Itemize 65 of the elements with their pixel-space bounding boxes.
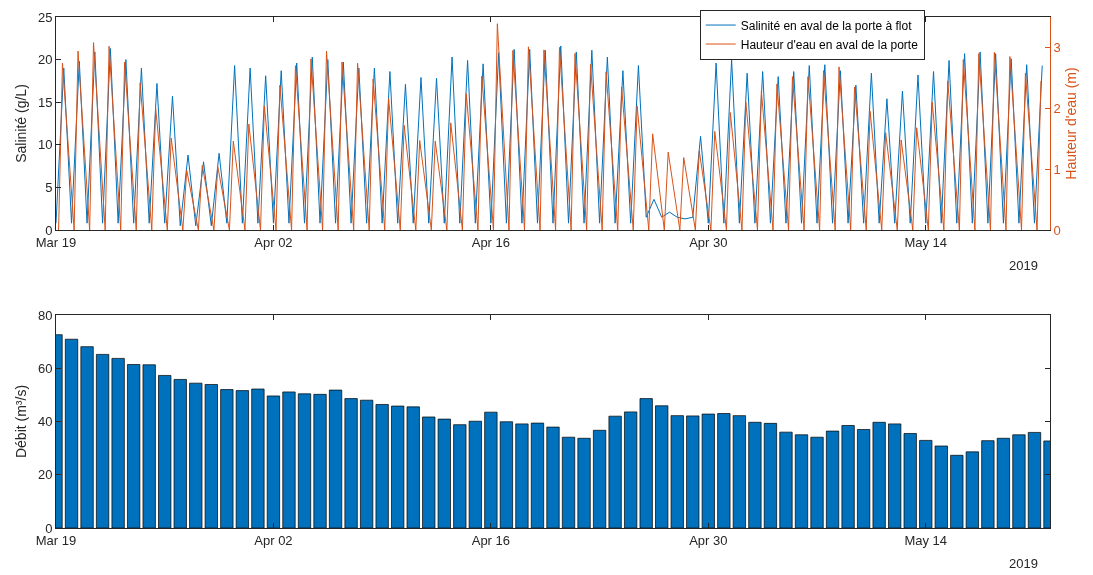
y-axis-title: Débit (m³/s) [12,384,29,459]
bar [266,395,280,528]
bar [546,426,560,528]
bar [530,422,545,528]
bar [235,390,249,528]
bar [80,346,94,528]
bar [857,429,871,528]
bar [763,423,777,528]
x-tick-label: Apr 16 [471,234,511,250]
y-axis-title: Salinité (g/L) [12,84,29,163]
y-tick-label: 80 [37,307,53,323]
bar [732,415,746,528]
bar [375,404,389,528]
y2-tick-label: 3 [1053,39,1061,55]
y-tick-label: 20 [37,467,53,483]
bar [794,434,809,528]
bar [499,421,513,528]
bar [996,437,1010,528]
bar [779,431,793,528]
y-tick-label: 60 [37,360,53,376]
bar [282,391,296,528]
bar [826,430,840,528]
bar [608,415,622,528]
bar [748,421,762,528]
bar [220,389,234,528]
y2-tick-label: 2 [1053,100,1061,116]
x-tick-label: Apr 02 [254,532,293,548]
bar [360,399,374,528]
bar [111,358,125,528]
bar [561,436,576,528]
legend-label: Salinité en aval de la porte à flot [740,18,913,33]
x-tick-label: May 14 [904,532,948,548]
y-tick-label: 5 [45,179,53,195]
y-tick-label: 20 [37,52,53,68]
bar [810,436,824,528]
bar [96,354,110,528]
x-tick-label: Apr 30 [689,532,728,548]
bar [344,398,358,528]
y-tick-label: 10 [37,137,53,153]
bar [313,393,327,528]
x-tick-label: May 14 [904,234,948,250]
text: 2019 [1009,556,1038,571]
bar [872,421,886,528]
bar [329,389,343,528]
y-tick-label: 25 [37,9,53,25]
bar [593,429,607,528]
bar [1012,434,1026,528]
bar [577,437,591,528]
bar [297,393,312,528]
legend-label: Hauteur d'eau en aval de la porte [740,37,919,52]
y2-axis-title: Hauteur d'eau (m) [1063,67,1080,180]
x-tick-label: Apr 30 [689,234,728,250]
y-tick-label: 15 [37,94,53,110]
bar [841,425,855,528]
y2-tick-label: 0 [1053,222,1061,238]
bar [717,413,731,528]
text: 2019 [1009,258,1038,273]
bar [251,388,265,528]
bar [484,411,498,528]
y-tick-label: 40 [37,414,53,430]
y2-tick-label: 1 [1053,161,1061,177]
x-tick-label: Apr 02 [254,234,293,250]
bar [515,423,529,528]
x-tick-label: Apr 16 [471,532,511,548]
bar [981,440,995,528]
